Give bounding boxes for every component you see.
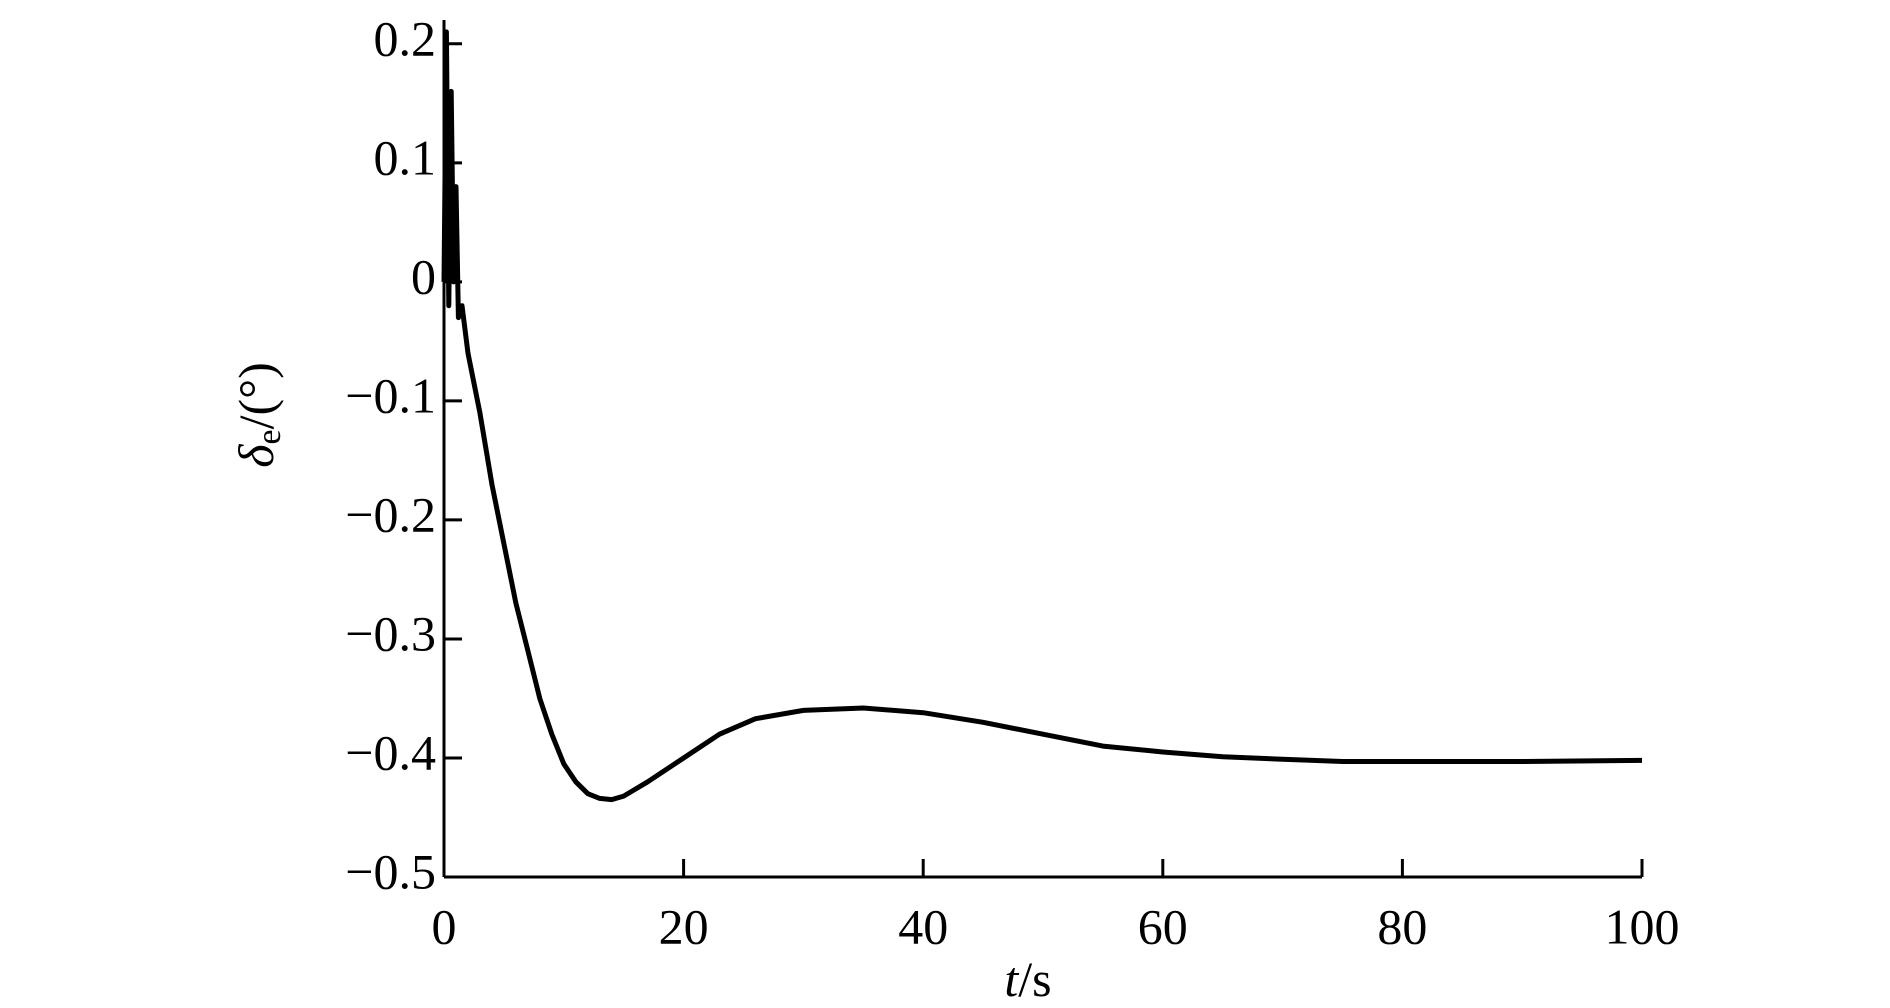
x-tick-label: 20 bbox=[659, 898, 709, 954]
y-tick-label: 0.2 bbox=[374, 10, 437, 66]
y-tick-label: −0.2 bbox=[345, 486, 436, 542]
line-series bbox=[441, 29, 1643, 803]
y-label-subscript: e bbox=[251, 429, 288, 444]
y-tick-label: −0.5 bbox=[345, 843, 436, 899]
x-axis-label: t/s bbox=[1004, 951, 1051, 1007]
y-tick-label: 0 bbox=[411, 248, 436, 304]
x-tick-label: 60 bbox=[1138, 898, 1188, 954]
x-tick-label: 80 bbox=[1377, 898, 1427, 954]
y-tick-label: −0.3 bbox=[345, 605, 436, 661]
y-label-symbol: δ bbox=[228, 444, 284, 468]
x-tick-label: 0 bbox=[432, 898, 457, 954]
y-tick-label: 0.1 bbox=[374, 129, 437, 185]
x-tick-label: 40 bbox=[898, 898, 948, 954]
y-tick-label: −0.1 bbox=[345, 367, 436, 423]
y-label-unit: /(°) bbox=[228, 362, 284, 429]
x-label-unit: /s bbox=[1018, 951, 1051, 1007]
x-label-symbol: t bbox=[1004, 951, 1019, 1007]
y-axis-label: δe/(°) bbox=[228, 362, 287, 468]
y-tick-label: −0.4 bbox=[345, 724, 436, 780]
x-tick-label: 100 bbox=[1605, 898, 1680, 954]
